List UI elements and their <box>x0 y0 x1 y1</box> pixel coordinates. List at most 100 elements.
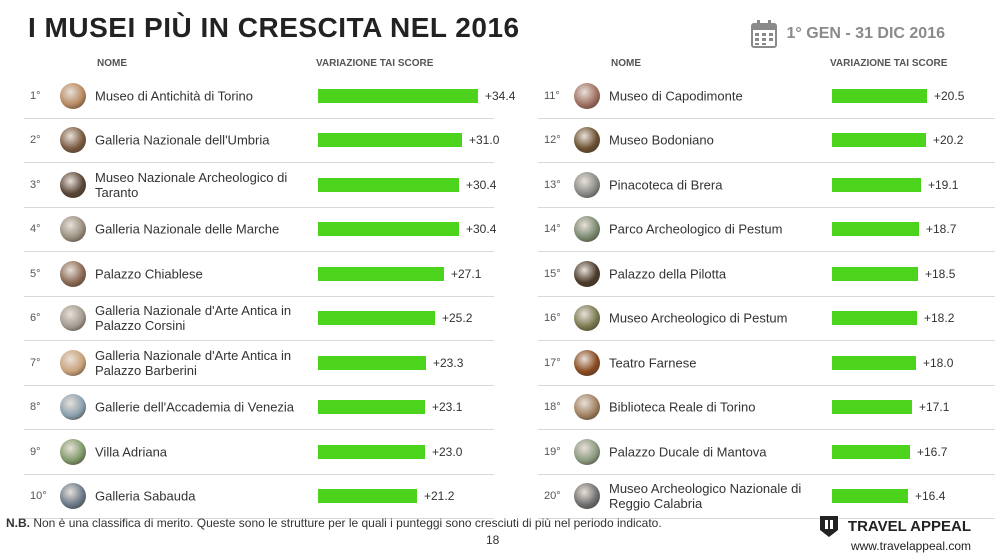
museum-thumbnail <box>60 349 86 376</box>
score-bar <box>832 222 919 237</box>
score-bar <box>832 133 926 148</box>
rank-label: 12° <box>544 134 561 147</box>
score-value: +21.2 <box>424 489 455 504</box>
rank-label: 9° <box>30 445 41 458</box>
museum-name: Museo Archeologico Nazionale di Reggio C… <box>609 481 802 512</box>
museum-name: Biblioteca Reale di Torino <box>609 399 756 415</box>
museum-thumbnail <box>574 438 600 465</box>
museum-name: Museo Bodoniano <box>609 132 714 148</box>
museum-name: Villa Adriana <box>95 444 168 460</box>
museum-thumbnail <box>60 260 86 287</box>
ranking-column-left: NOME VARIAZIONE TAI SCORE 1° Museo di Ant… <box>24 58 515 519</box>
table-row: 17° Teatro Farnese +18.0 <box>538 341 995 386</box>
table-row: 19° Palazzo Ducale di Mantova +16.7 <box>538 430 995 475</box>
table-row: 12° Museo Bodoniano +20.2 <box>538 119 995 163</box>
score-value: +18.2 <box>924 311 955 326</box>
museum-name: Palazzo della Pilotta <box>609 266 727 282</box>
museum-name: Palazzo Ducale di Mantova <box>609 444 767 460</box>
footnote-text: Non è una classifica di merito. Queste s… <box>30 516 662 530</box>
museum-thumbnail <box>60 216 86 243</box>
rank-label: 13° <box>544 178 561 191</box>
museum-thumbnail <box>574 171 600 198</box>
rank-label: 14° <box>544 223 561 236</box>
rank-label: 8° <box>30 401 41 414</box>
brand-url[interactable]: www.travelappeal.com <box>850 539 971 553</box>
table-row: 14° Parco Archeologico di Pestum +18.7 <box>538 208 995 252</box>
score-value: +23.0 <box>432 444 463 459</box>
score-bar <box>318 444 425 459</box>
museum-name: Palazzo Chiablese <box>95 266 203 282</box>
table-row: 15° Palazzo della Pilotta +18.5 <box>538 252 995 297</box>
column-header: NOME VARIAZIONE TAI SCORE <box>538 58 995 74</box>
museum-thumbnail <box>574 82 600 109</box>
rank-label: 5° <box>30 267 41 280</box>
rank-label: 2° <box>30 134 41 147</box>
score-bar <box>832 311 917 326</box>
score-bar <box>318 88 478 103</box>
score-value: +31.0 <box>469 133 500 148</box>
score-value: +18.0 <box>923 355 954 370</box>
table-row: 11° Museo di Capodimonte +20.5 <box>538 74 995 119</box>
calendar-icon <box>750 20 777 48</box>
score-bar <box>832 266 918 281</box>
score-value: +18.7 <box>926 222 957 237</box>
rank-label: 11° <box>544 89 560 102</box>
museum-name: Teatro Farnese <box>609 355 697 371</box>
score-bar <box>832 177 921 192</box>
score-value: +19.1 <box>928 177 959 192</box>
table-row: 8° Gallerie dell'Accademia di Venezia +23.… <box>24 386 494 430</box>
header-score: VARIAZIONE TAI SCORE <box>830 58 948 69</box>
museum-name: Galleria Nazionale d'Arte Antica in Pala… <box>95 303 292 334</box>
header-name: NOME <box>97 58 127 69</box>
table-row: 13° Pinacoteca di Brera +19.1 <box>538 163 995 208</box>
rank-label: 4° <box>30 223 41 236</box>
header-score: VARIAZIONE TAI SCORE <box>316 58 434 69</box>
score-value: +23.1 <box>432 400 463 415</box>
score-value: +20.5 <box>934 88 965 103</box>
museum-thumbnail <box>574 483 600 510</box>
rank-label: 15° <box>544 267 561 280</box>
museum-thumbnail <box>574 305 600 332</box>
museum-thumbnail <box>60 305 86 332</box>
score-bar <box>832 400 912 415</box>
museum-thumbnail <box>60 483 86 510</box>
rank-label: 19° <box>544 445 561 458</box>
museum-thumbnail <box>574 216 600 243</box>
museum-name: Pinacoteca di Brera <box>609 177 723 193</box>
score-value: +27.1 <box>451 266 482 281</box>
museum-name: Museo di Antichità di Torino <box>95 88 254 104</box>
rank-label: 1° <box>30 89 41 102</box>
table-row: 16° Museo Archeologico di Pestum +18.2 <box>538 297 995 341</box>
museum-name: Museo di Capodimonte <box>609 88 743 104</box>
museum-thumbnail <box>574 260 600 287</box>
score-value: +30.4 <box>466 177 497 192</box>
footnote: N.B. Non è una classifica di merito. Que… <box>6 516 662 530</box>
score-value: +18.5 <box>925 266 956 281</box>
score-bar <box>832 88 927 103</box>
score-value: +20.2 <box>933 133 964 148</box>
table-row: 7° Galleria Nazionale d'Arte Antica in Pa… <box>24 341 494 386</box>
score-value: +17.1 <box>919 400 950 415</box>
museum-name: Galleria Nazionale delle Marche <box>95 221 280 237</box>
museum-name: Galleria Sabauda <box>95 488 196 504</box>
ranking-column-right: NOME VARIAZIONE TAI SCORE 11° Museo di Ca… <box>538 58 995 519</box>
museum-thumbnail <box>574 349 600 376</box>
table-row: 2° Galleria Nazionale dell'Umbria +31.0 <box>24 119 499 163</box>
page-title: I MUSEI PIÙ IN CRESCITA NEL 2016 <box>28 12 520 43</box>
table-row: 10° Galleria Sabauda +21.2 <box>24 475 494 519</box>
page-number: 18 <box>486 533 500 547</box>
score-bar <box>832 489 908 504</box>
museum-name: Gallerie dell'Accademia di Venezia <box>95 399 295 415</box>
museum-thumbnail <box>574 127 600 154</box>
date-range: 1° GEN - 31 DIC 2016 <box>750 20 945 48</box>
rank-label: 16° <box>544 312 561 325</box>
museum-thumbnail <box>574 394 600 421</box>
table-row: 20° Museo Archeologico Nazionale di Reggi… <box>538 475 995 519</box>
museum-name: Museo Nazionale Archeologico di Taranto <box>95 169 288 200</box>
museum-name: Museo Archeologico di Pestum <box>609 310 788 326</box>
score-value: +25.2 <box>442 311 473 326</box>
museum-thumbnail <box>60 127 86 154</box>
table-row: 3° Museo Nazionale Archeologico di Tarant… <box>24 163 497 208</box>
score-bar <box>318 133 462 148</box>
brand-logo: TRAVEL APPEAL www.travelappeal.com <box>818 514 971 553</box>
